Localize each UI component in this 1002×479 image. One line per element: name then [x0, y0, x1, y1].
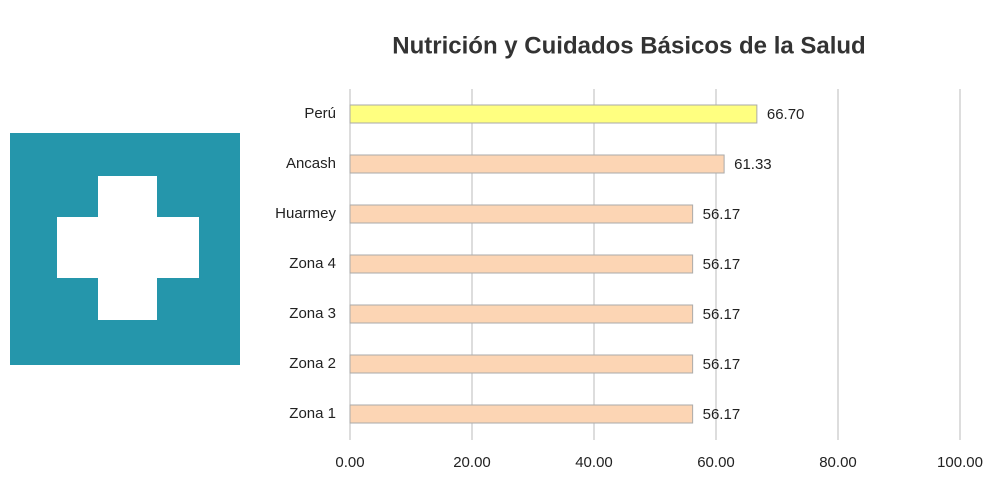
x-tick-label: 80.00 — [819, 454, 857, 471]
y-tick-label: Zona 2 — [289, 355, 336, 372]
value-label: 56.17 — [703, 406, 741, 423]
chart-title: Nutrición y Cuidados Básicos de la Salud — [392, 32, 865, 59]
bar — [349, 354, 694, 374]
value-label: 56.17 — [703, 256, 741, 273]
y-tick-label: Perú — [304, 105, 336, 122]
y-tick-label: Zona 1 — [289, 405, 336, 422]
x-tick-label: 40.00 — [575, 454, 613, 471]
x-tick-label: 0.00 — [335, 454, 364, 471]
bar — [349, 304, 694, 324]
bar — [349, 204, 694, 224]
bar — [349, 154, 725, 174]
value-label: 56.17 — [703, 206, 741, 223]
bar — [349, 104, 758, 124]
value-label: 56.17 — [703, 356, 741, 373]
y-tick-label: Ancash — [286, 155, 336, 172]
value-label: 61.33 — [734, 156, 772, 173]
x-tick-label: 20.00 — [453, 454, 491, 471]
y-tick-label: Zona 3 — [289, 305, 336, 322]
value-label: 66.70 — [767, 106, 805, 123]
value-label: 56.17 — [703, 306, 741, 323]
bar — [349, 254, 694, 274]
bar — [349, 404, 694, 424]
y-tick-label: Huarmey — [275, 205, 336, 222]
cross-horizontal — [57, 217, 199, 278]
x-tick-label: 100.00 — [937, 454, 983, 471]
y-tick-label: Zona 4 — [289, 255, 336, 272]
x-tick-label: 60.00 — [697, 454, 735, 471]
